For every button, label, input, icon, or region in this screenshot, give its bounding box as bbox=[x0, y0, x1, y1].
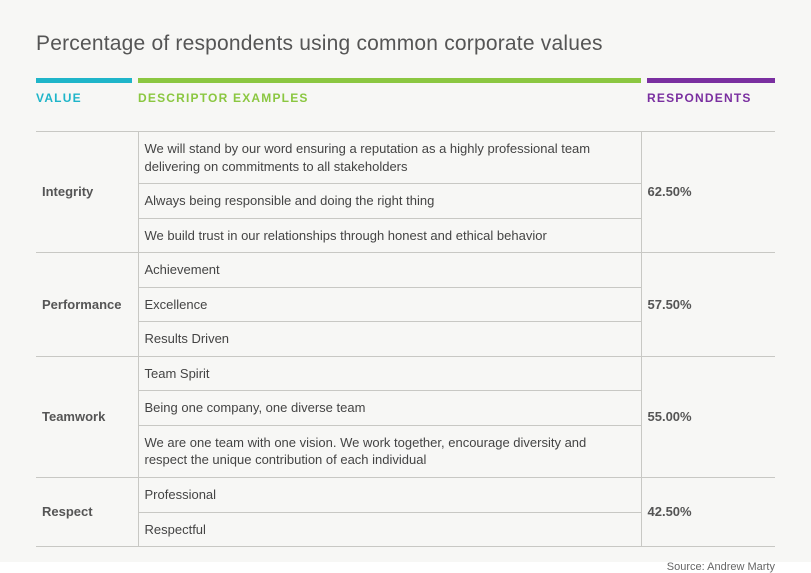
respondents-cell: 57.50% bbox=[641, 253, 775, 357]
bar-respondents bbox=[647, 78, 775, 83]
table-card: Percentage of respondents using common c… bbox=[0, 0, 811, 562]
descriptor-cell: We build trust in our relationships thro… bbox=[138, 218, 641, 253]
descriptor-cell: Always being responsible and doing the r… bbox=[138, 184, 641, 219]
value-cell: Respect bbox=[36, 478, 138, 547]
descriptor-cell: Respectful bbox=[138, 512, 641, 547]
descriptor-cell: Team Spirit bbox=[138, 356, 641, 391]
chart-title: Percentage of respondents using common c… bbox=[36, 32, 775, 56]
table-row: RespectProfessional42.50% bbox=[36, 478, 775, 513]
source-line: Source: Andrew Marty bbox=[36, 561, 775, 573]
col-value: VALUE bbox=[36, 91, 132, 105]
value-cell: Performance bbox=[36, 253, 138, 357]
bar-descriptor bbox=[138, 78, 641, 83]
table-row: IntegrityWe will stand by our word ensur… bbox=[36, 132, 775, 184]
data-table: IntegrityWe will stand by our word ensur… bbox=[36, 131, 775, 547]
col-respondents: RESPONDENTS bbox=[647, 91, 775, 105]
respondents-cell: 55.00% bbox=[641, 356, 775, 477]
descriptor-cell: We are one team with one vision. We work… bbox=[138, 425, 641, 477]
column-headers: VALUE DESCRIPTOR EXAMPLES RESPONDENTS bbox=[36, 91, 775, 105]
table-row: TeamworkTeam Spirit55.00% bbox=[36, 356, 775, 391]
respondents-cell: 62.50% bbox=[641, 132, 775, 253]
descriptor-cell: Being one company, one diverse team bbox=[138, 391, 641, 426]
descriptor-cell: Results Driven bbox=[138, 322, 641, 357]
respondents-cell: 42.50% bbox=[641, 478, 775, 547]
descriptor-cell: Achievement bbox=[138, 253, 641, 288]
header-accent-bars bbox=[36, 78, 775, 83]
col-descriptor: DESCRIPTOR EXAMPLES bbox=[138, 91, 641, 105]
table-row: PerformanceAchievement57.50% bbox=[36, 253, 775, 288]
descriptor-cell: Excellence bbox=[138, 287, 641, 322]
bar-value bbox=[36, 78, 132, 83]
descriptor-cell: We will stand by our word ensuring a rep… bbox=[138, 132, 641, 184]
descriptor-cell: Professional bbox=[138, 478, 641, 513]
value-cell: Teamwork bbox=[36, 356, 138, 477]
table-body: IntegrityWe will stand by our word ensur… bbox=[36, 132, 775, 547]
value-cell: Integrity bbox=[36, 132, 138, 253]
